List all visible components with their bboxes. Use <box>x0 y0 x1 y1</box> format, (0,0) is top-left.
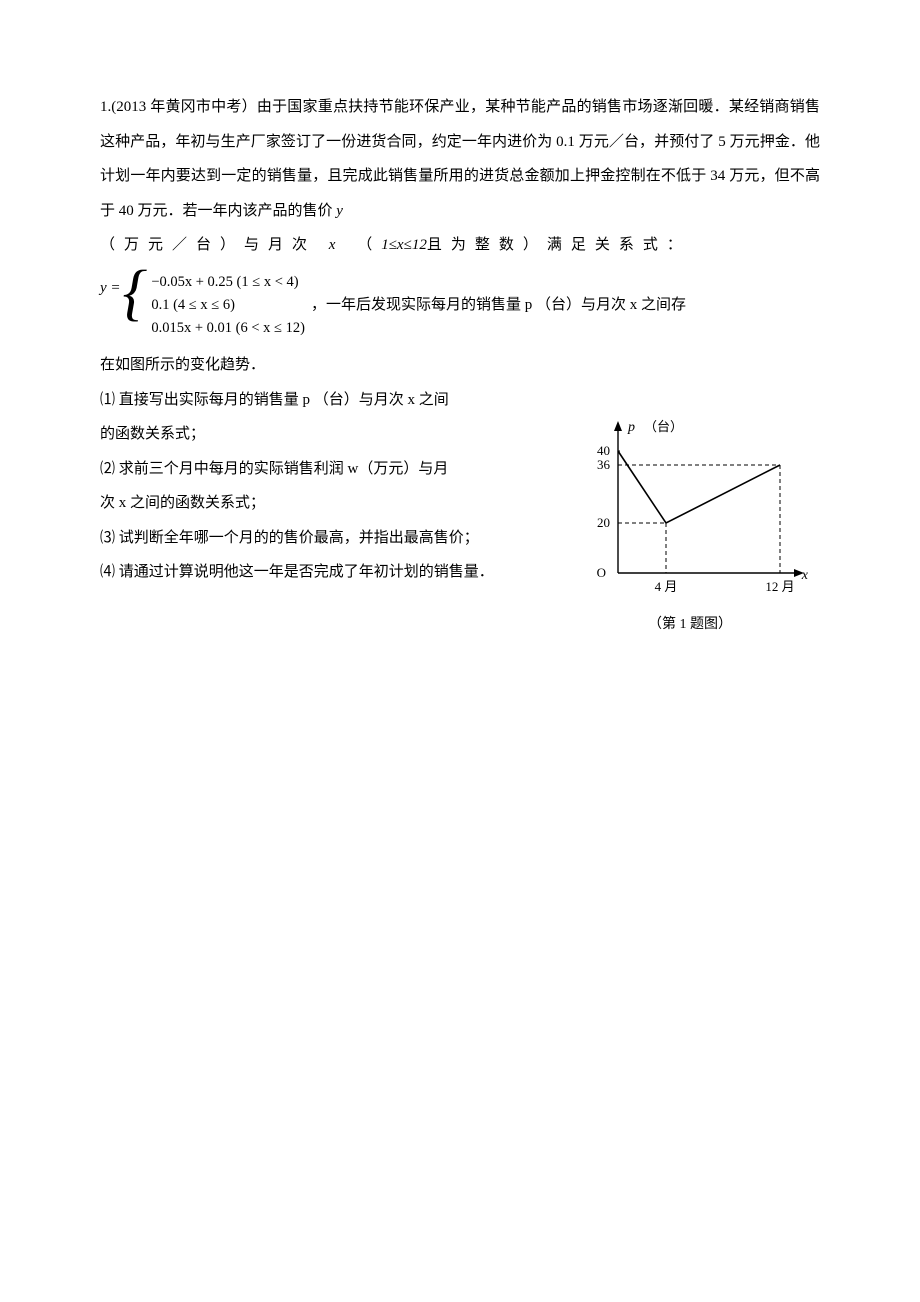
figure-chart: 4036 20 O 4 月 12 月 p （台） x <box>570 413 810 603</box>
question-1a: ⑴ 直接写出实际每月的销售量 p （台）与月次 x 之间 <box>100 383 550 418</box>
condition-line: （万元／台）与月次 x （1≤x≤12且为整数）满足关系式： <box>100 228 820 263</box>
question-2a: ⑵ 求前三个月中每月的实际销售利润 w（万元）与月 <box>100 452 550 487</box>
figure-caption: （第 1 题图） <box>560 609 820 641</box>
question-1b: 的函数关系式； <box>100 417 550 452</box>
var-y: y <box>336 203 343 219</box>
after-brace-text: ，一年后发现实际每月的销售量 p （台）与月次 x 之间存 <box>311 288 686 323</box>
spread-suffix: 且为整数）满足关系式： <box>427 237 691 253</box>
svg-text:O: O <box>597 565 606 580</box>
pw-line-3: 0.015x + 0.01 (6 < x ≤ 12) <box>151 317 305 340</box>
svg-text:p: p <box>627 420 635 435</box>
svg-text:12 月: 12 月 <box>765 579 794 594</box>
intro-text-1: 由于国家重点扶持节能环保产业，某种节能产品的销售市场逐渐回暖．某经销商销售这种产… <box>100 99 820 219</box>
piecewise-lines: −0.05x + 0.25 (1 ≤ x < 4) 0.1 (4 ≤ x ≤ 6… <box>151 271 305 341</box>
svg-text:（台）: （台） <box>644 419 683 434</box>
spread-prefix: （万元／台）与月次 <box>100 237 316 253</box>
trailing-line: 在如图所示的变化趋势． <box>100 348 820 383</box>
svg-text:x: x <box>801 568 809 583</box>
problem-number: 1.(2013 年黄冈市中考） <box>100 99 257 115</box>
svg-text:20: 20 <box>597 515 610 530</box>
question-4: ⑷ 请通过计算说明他这一年是否完成了年初计划的销售量． <box>100 555 550 590</box>
left-brace-icon: { <box>123 267 148 337</box>
piecewise-equation: y = { −0.05x + 0.25 (1 ≤ x < 4) 0.1 (4 ≤… <box>100 271 820 341</box>
svg-text:36: 36 <box>597 457 611 472</box>
question-3: ⑶ 试判断全年哪一个月的的售价最高，并指出最高售价； <box>100 521 550 556</box>
svg-text:40: 40 <box>597 443 610 458</box>
problem-intro: 1.(2013 年黄冈市中考）由于国家重点扶持节能环保产业，某种节能产品的销售市… <box>100 90 820 228</box>
question-2b: 次 x 之间的函数关系式； <box>100 486 550 521</box>
svg-text:4 月: 4 月 <box>655 579 678 594</box>
pw-line-1: −0.05x + 0.25 (1 ≤ x < 4) <box>151 271 305 294</box>
var-x-1: x <box>329 237 345 253</box>
cond-range: 1≤x≤12 <box>381 237 427 253</box>
pw-line-2: 0.1 (4 ≤ x ≤ 6) <box>151 294 305 317</box>
y-equals: y = <box>100 271 121 341</box>
spread-mid: （ <box>357 237 381 253</box>
